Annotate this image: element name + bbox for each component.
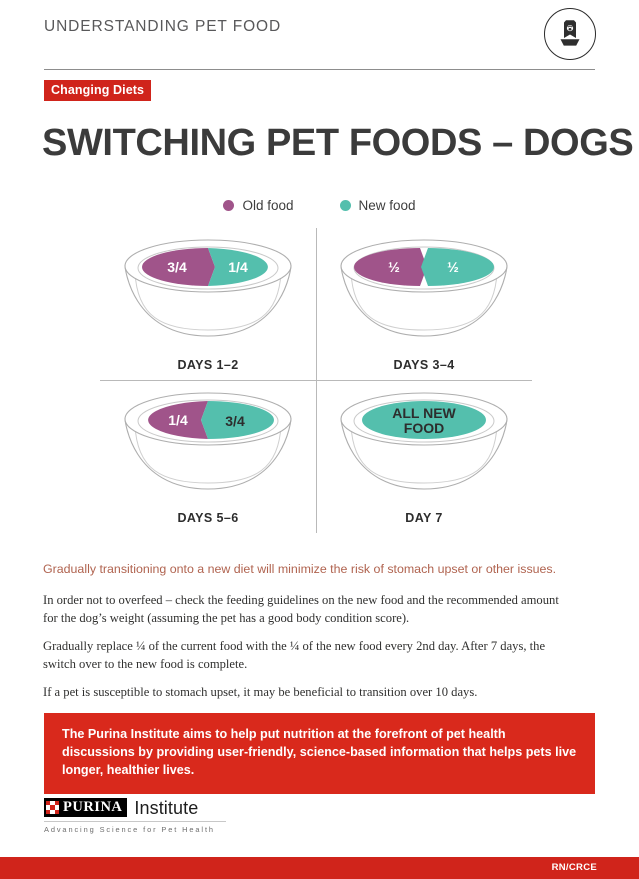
bowl-slice-label-new-food: 1/4 <box>228 259 248 275</box>
header-divider <box>44 69 595 70</box>
bowl-slice-label-old-food: ½ <box>388 259 400 275</box>
institute-sub-brand-text: Institute <box>134 797 199 818</box>
body-paragraph-2: Gradually replace ¼ of the current food … <box>43 638 546 671</box>
logo-wordmark-row: PURINA Institute <box>44 798 274 817</box>
legend-item-old-food: Old food <box>223 198 294 213</box>
page-header: UNDERSTANDING PET FOOD <box>0 0 639 72</box>
purina-checkerboard-icon <box>46 801 59 814</box>
chart-legend: Old food New food <box>0 198 639 213</box>
purina-institute-logo: PURINA Institute Advancing Science for P… <box>44 798 274 844</box>
mission-callout: The Purina Institute aims to help put nu… <box>44 713 595 794</box>
grid-horizontal-divider <box>100 380 532 381</box>
day-label-days-5-6: DAYS 5–6 <box>177 511 239 525</box>
bowl-slice-label-new-food-line1: ALL NEW <box>392 405 456 421</box>
body-lede: Gradually transitioning onto a new diet … <box>43 562 557 576</box>
logo-divider <box>44 821 226 822</box>
bowl-chart-grid: 3/4 1/4 DAYS 1–2 ½ ½ DAYS 3–4 <box>100 228 532 533</box>
section-tag-changing-diets: Changing Diets <box>44 80 152 101</box>
purina-brand-text: PURINA <box>63 799 123 816</box>
bowl-slice-label-new-food-line2: FOOD <box>404 420 444 436</box>
footer-code: RN/CRCE <box>551 862 597 873</box>
bowl-panel-days-5-6: 1/4 3/4 DAYS 5–6 <box>100 381 316 533</box>
bowl-slice-label-old-food: 3/4 <box>167 259 187 275</box>
bowl-panel-days-3-4: ½ ½ DAYS 3–4 <box>316 228 532 380</box>
day-label-days-3-4: DAYS 3–4 <box>393 358 455 372</box>
bowl-panel-day-7: ALL NEW FOOD DAY 7 <box>316 381 532 533</box>
page-title: SWITCHING PET FOODS – DOGS <box>42 122 634 164</box>
day-label-day-7: DAY 7 <box>405 511 443 525</box>
bowl-illustration-days-5-6: 1/4 3/4 <box>115 385 301 497</box>
page-footer: RN/CRCE <box>0 857 639 879</box>
bowl-slice-label-new-food: 3/4 <box>225 413 245 429</box>
legend-dot-old-food-icon <box>223 200 235 211</box>
body-paragraph-3: If a pet is susceptible to stomach upset… <box>43 684 478 699</box>
day-label-days-1-2: DAYS 1–2 <box>177 358 239 372</box>
legend-dot-new-food-icon <box>339 200 351 211</box>
legend-label-new-food: New food <box>358 198 416 213</box>
logo-tagline: Advancing Science for Pet Health <box>44 825 215 834</box>
pet-food-bag-bowl-icon <box>544 8 596 60</box>
legend-item-new-food: New food <box>339 198 416 213</box>
body-paragraphs: In order not to overfeed – check the fee… <box>43 592 568 701</box>
bowl-slice-label-new-food: ½ <box>447 259 459 275</box>
purina-wordmark-box: PURINA <box>44 798 128 817</box>
bowl-illustration-days-3-4: ½ ½ <box>331 232 517 344</box>
bowl-illustration-day-7: ALL NEW FOOD <box>331 385 517 497</box>
legend-label-old-food: Old food <box>242 198 294 213</box>
header-kicker: UNDERSTANDING PET FOOD <box>44 18 282 35</box>
bowl-panel-days-1-2: 3/4 1/4 DAYS 1–2 <box>100 228 316 380</box>
body-paragraph-1: In order not to overfeed – check the fee… <box>43 593 559 625</box>
bowl-illustration-days-1-2: 3/4 1/4 <box>115 232 301 344</box>
bowl-slice-label-old-food: 1/4 <box>168 412 188 428</box>
